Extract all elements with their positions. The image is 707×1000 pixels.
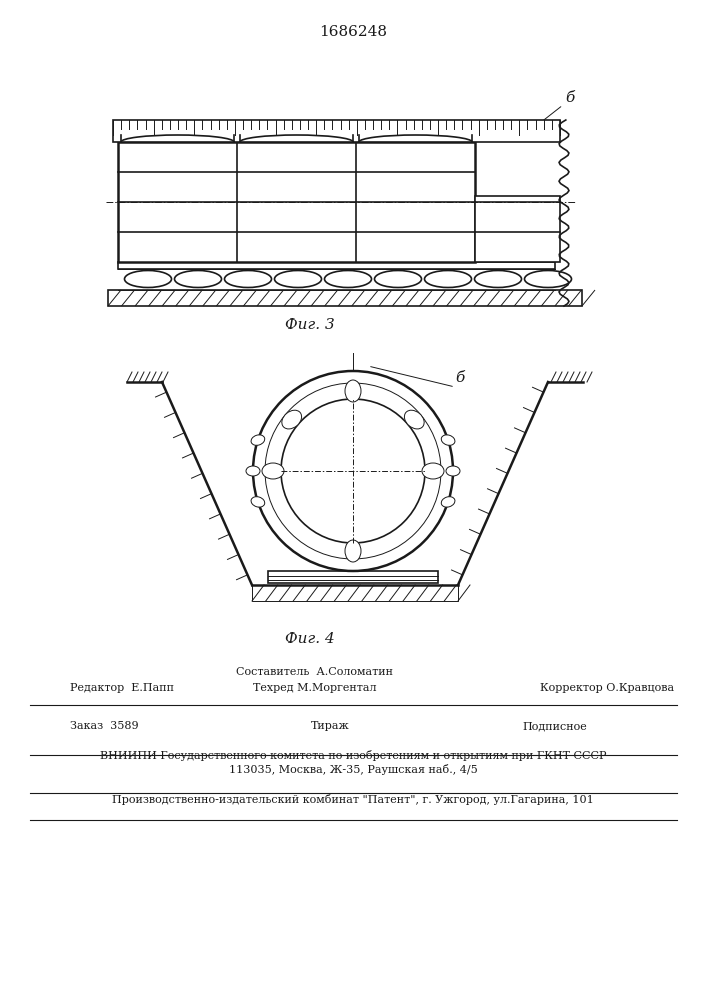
Ellipse shape [441, 497, 455, 507]
Ellipse shape [175, 270, 221, 288]
Ellipse shape [424, 270, 472, 288]
Bar [108, 290, 582, 306]
Bar [118, 142, 475, 261]
Text: Корректор О.Кравцова: Корректор О.Кравцова [540, 683, 674, 693]
Ellipse shape [345, 380, 361, 402]
Text: Фиг. 3: Фиг. 3 [285, 318, 335, 332]
Ellipse shape [124, 270, 172, 288]
Ellipse shape [474, 270, 522, 288]
Ellipse shape [345, 540, 361, 562]
Ellipse shape [525, 270, 571, 288]
Ellipse shape [274, 270, 322, 288]
Bar [268, 571, 438, 583]
Text: Техред М.Моргентал: Техред М.Моргентал [253, 683, 377, 693]
Ellipse shape [441, 435, 455, 445]
Ellipse shape [251, 497, 264, 507]
Ellipse shape [251, 435, 264, 445]
Text: 1686248: 1686248 [319, 25, 387, 39]
Ellipse shape [446, 466, 460, 476]
Text: Составитель  А.Соломатин: Составитель А.Соломатин [237, 667, 394, 677]
Ellipse shape [246, 466, 260, 476]
Ellipse shape [225, 270, 271, 288]
Text: Фиг. 4: Фиг. 4 [285, 632, 335, 646]
Ellipse shape [422, 463, 444, 479]
Bar [252, 585, 458, 601]
Text: Производственно-издательский комбинат "Патент", г. Ужгород, ул.Гагарина, 101: Производственно-издательский комбинат "П… [112, 794, 594, 805]
Text: Редактор  Е.Папп: Редактор Е.Папп [70, 683, 174, 693]
Text: Заказ  3589: Заказ 3589 [70, 721, 139, 731]
Text: б: б [455, 371, 464, 385]
Ellipse shape [325, 270, 371, 288]
Ellipse shape [262, 463, 284, 479]
Text: 113035, Москва, Ж-35, Раушская наб., 4/5: 113035, Москва, Ж-35, Раушская наб., 4/5 [228, 764, 477, 775]
Bar [118, 261, 555, 268]
Ellipse shape [404, 410, 424, 429]
Ellipse shape [375, 270, 421, 288]
Text: Тираж: Тираж [310, 721, 349, 731]
Text: ВНИИПИ Государственного комитета по изобретениям и открытиям при ГКНТ СССР: ВНИИПИ Государственного комитета по изоб… [100, 750, 606, 761]
Bar [113, 120, 560, 142]
Ellipse shape [282, 410, 302, 429]
Text: Подписное: Подписное [522, 721, 588, 731]
Text: б: б [565, 91, 574, 105]
Bar [475, 196, 560, 261]
